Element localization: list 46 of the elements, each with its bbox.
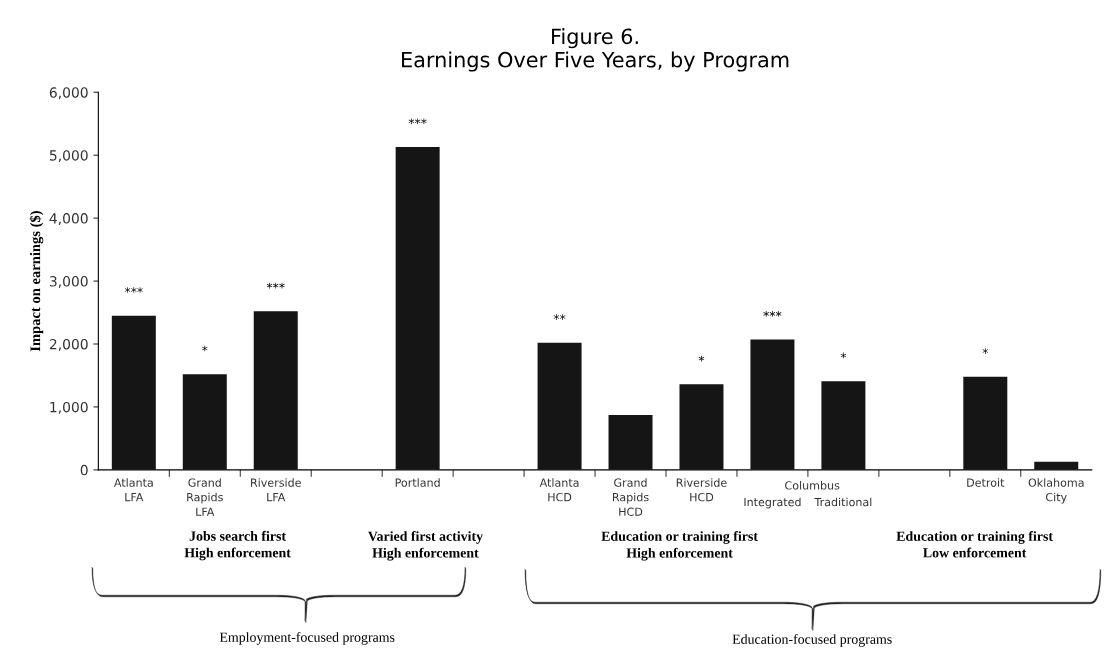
bar <box>750 339 795 470</box>
x-tick-label: Grand Rapids LFA <box>187 478 223 516</box>
bar <box>679 384 724 470</box>
text: Jobs search first High enforcement <box>184 530 291 561</box>
text: Education-focused programs <box>732 634 892 647</box>
bar <box>253 311 298 470</box>
x-tick-label: Portland <box>395 478 440 487</box>
bar <box>182 374 227 470</box>
x-tick-label: Traditional <box>814 497 872 507</box>
x-tick-label: Atlanta LFA <box>113 478 153 502</box>
x-tick-label: Riverside HCD <box>676 478 727 502</box>
y-tick-label: 4,000 <box>49 213 88 226</box>
annotation: * <box>840 352 847 359</box>
annotation: * <box>982 348 989 354</box>
text: Education or training first High enforcement <box>601 531 758 561</box>
annotation: *** <box>266 282 285 289</box>
y-tick-label: 0 <box>80 464 88 476</box>
annotation: *** <box>763 311 782 317</box>
text: Education or training first Low enforcement <box>896 531 1053 558</box>
bar <box>608 415 653 470</box>
y-tick-label: 3,000 <box>49 276 88 288</box>
x-tick-label: Integrated <box>744 497 801 509</box>
y-tick-label: 2,000 <box>49 338 88 351</box>
x-tick-label: Detroit <box>967 478 1005 487</box>
annotation: ** <box>553 314 566 320</box>
bar <box>963 376 1008 470</box>
y-axis-title: Impact on earnings ($) <box>29 211 44 352</box>
text: Employment-focused programs <box>219 632 395 645</box>
y-tick-label: 1,000 <box>50 401 88 414</box>
x-tick-label: Atlanta HCD <box>539 478 579 502</box>
annotation: *** <box>124 287 143 293</box>
annotation: *** <box>408 118 427 125</box>
chart-title: Figure 6. Earnings Over Five Years, by Program <box>402 28 789 72</box>
text: Varied first activity High enforcement <box>367 531 483 561</box>
x-tick-label: Oklahoma City <box>1028 478 1084 504</box>
x-tick-label: Riverside LFA <box>251 478 301 502</box>
bar <box>821 381 866 470</box>
bar <box>537 342 582 470</box>
y-tick-label: 5,000 <box>49 150 88 163</box>
annotation: * <box>698 355 705 362</box>
x-tick-label: Grand Rapids HCD <box>612 478 649 516</box>
annotation: * <box>202 345 208 352</box>
bar <box>111 315 156 470</box>
bar <box>395 147 440 470</box>
text: Columbus <box>785 481 840 490</box>
y-tick-label: 6,000 <box>49 87 88 100</box>
